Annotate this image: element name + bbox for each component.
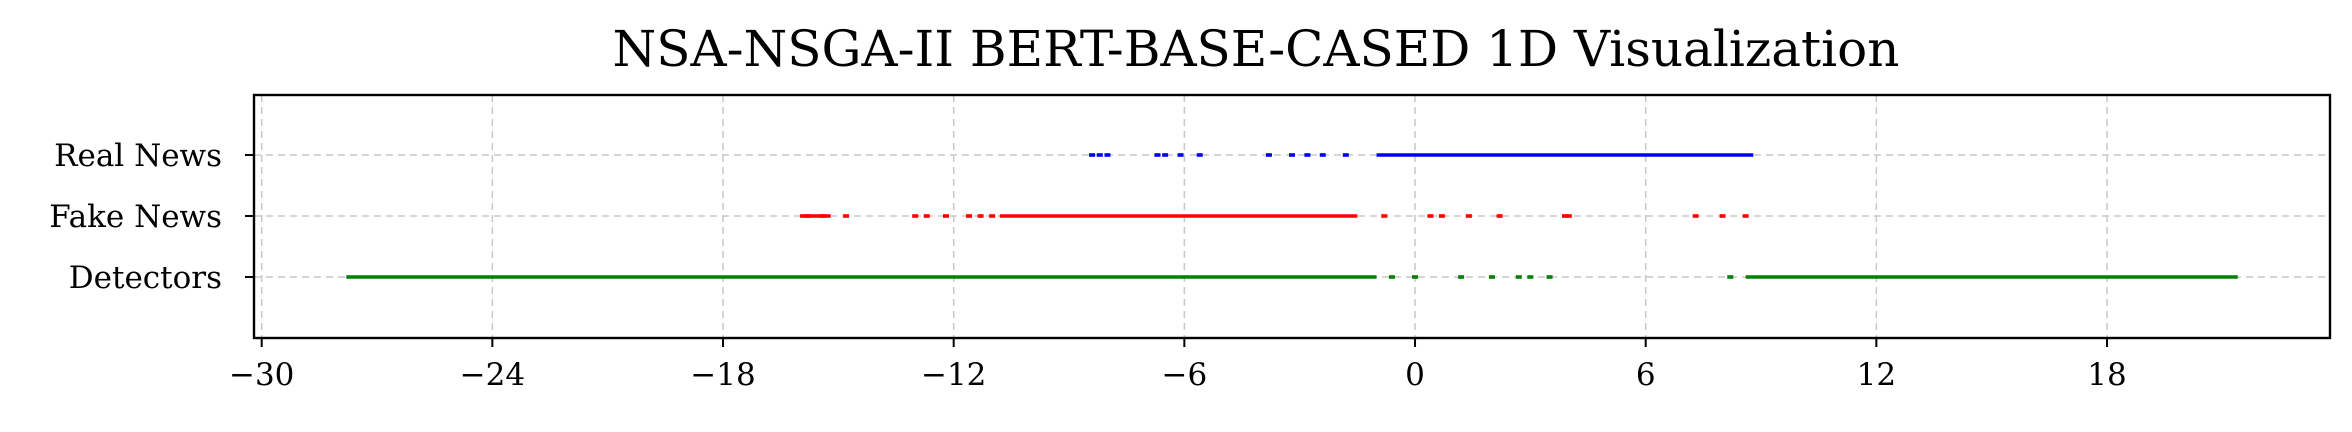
x-tick-label: −18 bbox=[690, 357, 755, 393]
y-tick-label: Detectors bbox=[69, 260, 222, 296]
plot-frame bbox=[252, 93, 2332, 340]
data-layer bbox=[346, 153, 2238, 279]
chart-title: NSA-NSGA-II BERT-BASE-CASED 1D Visualiza… bbox=[613, 20, 1900, 78]
x-tick-label: 12 bbox=[1857, 357, 1896, 393]
x-tick-label: 0 bbox=[1405, 357, 1425, 393]
x-tick-label: −6 bbox=[1162, 357, 1208, 393]
x-tick-label: 6 bbox=[1636, 357, 1656, 393]
x-tick-label: −30 bbox=[229, 357, 294, 393]
axis-layer: −30 −24 −18 −12 −6 0 6 12 18 Real News Fake News De… bbox=[49, 138, 2127, 393]
y-tick-label: Real News bbox=[54, 138, 222, 174]
x-tick-label: −12 bbox=[921, 357, 986, 393]
x-tick-label: 18 bbox=[2087, 357, 2126, 393]
x-tick-label: −24 bbox=[460, 357, 525, 393]
y-tick-label: Fake News bbox=[49, 199, 222, 235]
